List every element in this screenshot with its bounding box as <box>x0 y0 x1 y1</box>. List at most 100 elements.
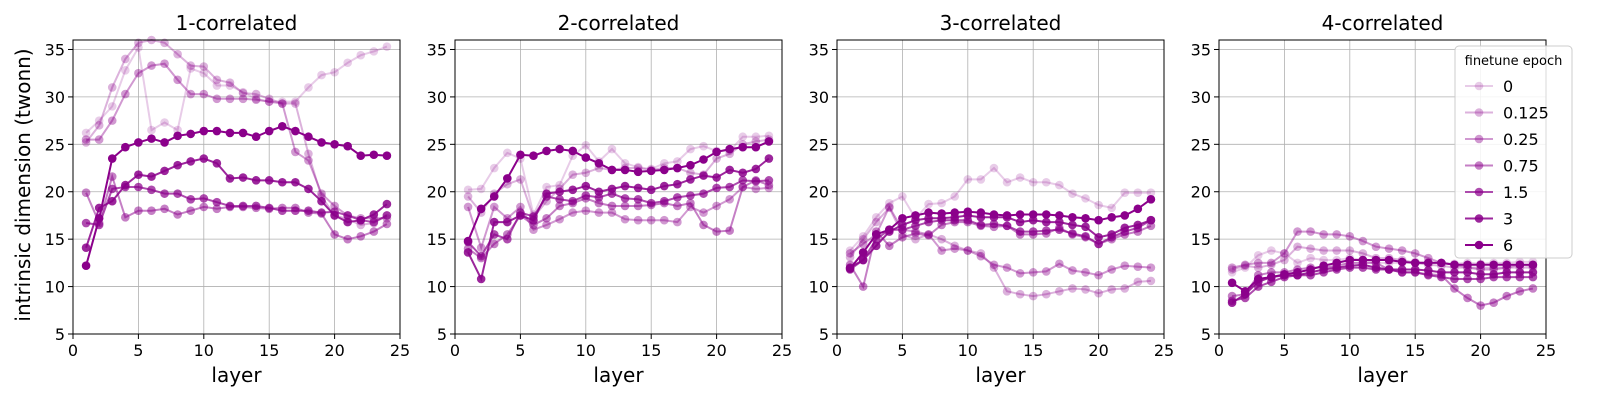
data-point <box>1002 211 1012 220</box>
data-point <box>304 156 313 165</box>
data-point <box>542 182 551 192</box>
data-point <box>555 195 564 204</box>
y-tick-label: 30 <box>1191 88 1211 107</box>
x-tick-label: 0 <box>1214 341 1224 360</box>
y-tick-label: 20 <box>427 183 447 202</box>
data-point <box>686 175 695 184</box>
data-point <box>1081 194 1090 203</box>
data-point <box>212 75 222 85</box>
data-point <box>81 243 91 252</box>
data-point <box>238 173 248 182</box>
data-point <box>963 246 973 255</box>
x-tick-label: 15 <box>641 341 661 360</box>
data-point <box>489 239 499 249</box>
data-point <box>81 135 91 144</box>
y-tick-label: 20 <box>1191 183 1211 202</box>
data-point <box>147 61 156 70</box>
data-point <box>264 97 274 106</box>
data-point <box>1489 298 1498 308</box>
data-point <box>1146 188 1156 197</box>
x-axis-label: layer <box>1357 363 1408 387</box>
y-tick-label: 10 <box>427 278 447 297</box>
data-point <box>871 241 881 251</box>
data-point <box>1384 255 1394 265</box>
data-point <box>542 213 551 223</box>
data-point <box>463 185 473 195</box>
x-tick-label: 25 <box>772 341 792 360</box>
data-point <box>646 215 656 225</box>
data-point <box>1384 265 1394 274</box>
data-point <box>686 144 695 154</box>
data-point <box>1267 258 1276 268</box>
data-point <box>976 220 986 230</box>
data-point <box>1227 265 1237 274</box>
data-point <box>845 252 855 262</box>
y-tick-label: 25 <box>45 135 65 154</box>
data-point <box>225 128 235 138</box>
data-point <box>476 243 486 252</box>
data-point <box>186 129 196 139</box>
data-point <box>199 126 209 136</box>
data-point <box>1515 287 1525 296</box>
data-point <box>1015 227 1025 236</box>
data-point <box>1041 177 1051 187</box>
legend-swatch-marker <box>1474 187 1484 197</box>
data-point <box>1253 258 1263 268</box>
data-point <box>291 99 300 108</box>
data-point <box>686 191 695 200</box>
data-point <box>712 183 721 193</box>
data-point <box>369 227 379 236</box>
data-point <box>1358 249 1368 258</box>
data-point <box>107 102 117 111</box>
data-point <box>1133 204 1143 214</box>
data-point <box>1423 266 1433 275</box>
y-tick-label: 20 <box>809 183 829 202</box>
data-point <box>620 214 630 224</box>
data-point <box>134 170 143 179</box>
data-point <box>382 42 392 51</box>
data-point <box>950 244 960 253</box>
series-3 <box>463 154 774 284</box>
data-point <box>751 142 761 152</box>
y-tick-label: 5 <box>819 325 829 344</box>
data-point <box>94 121 104 130</box>
data-point <box>1133 188 1143 197</box>
y-tick-label: 25 <box>1191 135 1211 154</box>
data-point <box>1528 284 1538 293</box>
y-tick-label: 5 <box>1201 325 1211 344</box>
data-point <box>317 208 326 217</box>
data-point <box>633 183 643 193</box>
data-point <box>699 189 708 198</box>
data-point <box>937 246 946 255</box>
data-point <box>1094 270 1103 280</box>
data-point <box>134 206 143 216</box>
data-point <box>463 236 473 246</box>
data-point <box>1015 269 1025 278</box>
data-point <box>238 128 248 138</box>
x-axis-label: layer <box>211 363 262 387</box>
data-point <box>369 217 379 227</box>
data-point <box>607 201 617 211</box>
data-point <box>1055 217 1064 227</box>
data-point <box>898 220 907 230</box>
data-point <box>712 201 721 211</box>
data-point <box>369 210 379 219</box>
data-point <box>1227 278 1237 288</box>
data-point <box>476 251 486 261</box>
legend-box <box>1454 45 1573 259</box>
data-point <box>1476 301 1485 310</box>
data-point <box>147 172 156 181</box>
data-point <box>1267 272 1276 282</box>
data-point <box>251 201 261 211</box>
data-point <box>542 220 551 230</box>
data-point <box>1240 287 1250 296</box>
data-point <box>633 167 643 177</box>
data-point <box>121 66 130 75</box>
series-line <box>85 44 388 134</box>
data-point <box>1345 246 1355 255</box>
data-point <box>845 264 855 273</box>
data-point <box>238 201 248 211</box>
data-point <box>1306 227 1315 236</box>
data-point <box>1055 211 1064 220</box>
data-point <box>725 226 734 235</box>
